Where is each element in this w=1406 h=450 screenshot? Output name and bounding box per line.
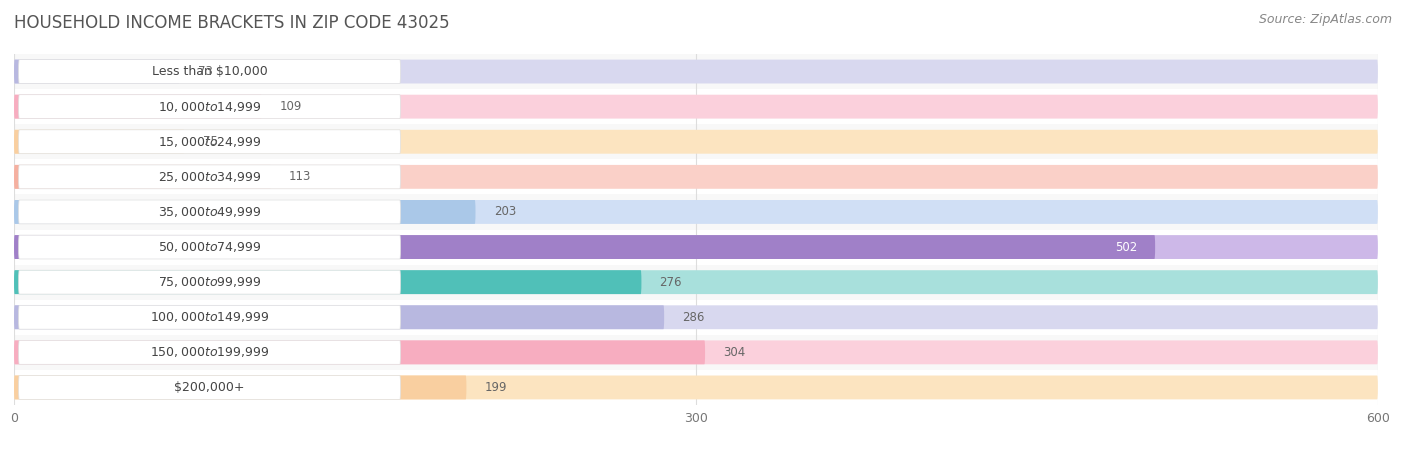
FancyBboxPatch shape: [18, 270, 401, 294]
Bar: [14, 124, 1378, 159]
Text: HOUSEHOLD INCOME BRACKETS IN ZIP CODE 43025: HOUSEHOLD INCOME BRACKETS IN ZIP CODE 43…: [14, 14, 450, 32]
FancyBboxPatch shape: [14, 340, 1378, 364]
Bar: [14, 300, 1378, 335]
Text: 276: 276: [659, 276, 682, 288]
Text: Source: ZipAtlas.com: Source: ZipAtlas.com: [1258, 14, 1392, 27]
Text: $200,000+: $200,000+: [174, 381, 245, 394]
FancyBboxPatch shape: [18, 59, 401, 84]
Text: 113: 113: [290, 171, 312, 183]
Text: $25,000 to $34,999: $25,000 to $34,999: [157, 170, 262, 184]
FancyBboxPatch shape: [14, 235, 1378, 259]
FancyBboxPatch shape: [14, 375, 1378, 400]
Bar: [14, 335, 1378, 370]
FancyBboxPatch shape: [18, 200, 401, 224]
FancyBboxPatch shape: [14, 340, 704, 364]
FancyBboxPatch shape: [18, 375, 401, 400]
FancyBboxPatch shape: [14, 165, 271, 189]
Text: 109: 109: [280, 100, 302, 113]
FancyBboxPatch shape: [14, 59, 180, 84]
Text: $150,000 to $199,999: $150,000 to $199,999: [150, 345, 269, 360]
Text: $75,000 to $99,999: $75,000 to $99,999: [157, 275, 262, 289]
Bar: [14, 54, 1378, 89]
FancyBboxPatch shape: [14, 305, 664, 329]
Text: $35,000 to $49,999: $35,000 to $49,999: [157, 205, 262, 219]
FancyBboxPatch shape: [18, 305, 401, 329]
Text: 73: 73: [198, 65, 214, 78]
FancyBboxPatch shape: [14, 59, 1378, 84]
FancyBboxPatch shape: [14, 94, 262, 119]
Text: 199: 199: [485, 381, 508, 394]
FancyBboxPatch shape: [18, 340, 401, 364]
Text: $50,000 to $74,999: $50,000 to $74,999: [157, 240, 262, 254]
FancyBboxPatch shape: [14, 305, 1378, 329]
Text: 304: 304: [723, 346, 745, 359]
Bar: [14, 89, 1378, 124]
Text: 203: 203: [494, 206, 516, 218]
Text: 286: 286: [682, 311, 704, 324]
FancyBboxPatch shape: [14, 375, 467, 400]
Text: 75: 75: [202, 135, 218, 148]
Text: $15,000 to $24,999: $15,000 to $24,999: [157, 135, 262, 149]
Bar: [14, 265, 1378, 300]
Text: 502: 502: [1115, 241, 1137, 253]
FancyBboxPatch shape: [14, 200, 1378, 224]
Text: $10,000 to $14,999: $10,000 to $14,999: [157, 99, 262, 114]
FancyBboxPatch shape: [14, 270, 641, 294]
FancyBboxPatch shape: [18, 165, 401, 189]
FancyBboxPatch shape: [18, 235, 401, 259]
Bar: [14, 370, 1378, 405]
Bar: [14, 194, 1378, 230]
FancyBboxPatch shape: [14, 270, 1378, 294]
FancyBboxPatch shape: [14, 235, 1156, 259]
FancyBboxPatch shape: [14, 165, 1378, 189]
FancyBboxPatch shape: [18, 130, 401, 154]
Bar: [14, 159, 1378, 194]
FancyBboxPatch shape: [14, 200, 475, 224]
FancyBboxPatch shape: [14, 130, 1378, 154]
Text: Less than $10,000: Less than $10,000: [152, 65, 267, 78]
FancyBboxPatch shape: [14, 94, 1378, 119]
Text: $100,000 to $149,999: $100,000 to $149,999: [150, 310, 269, 324]
FancyBboxPatch shape: [14, 130, 184, 154]
Bar: [14, 230, 1378, 265]
FancyBboxPatch shape: [18, 94, 401, 119]
